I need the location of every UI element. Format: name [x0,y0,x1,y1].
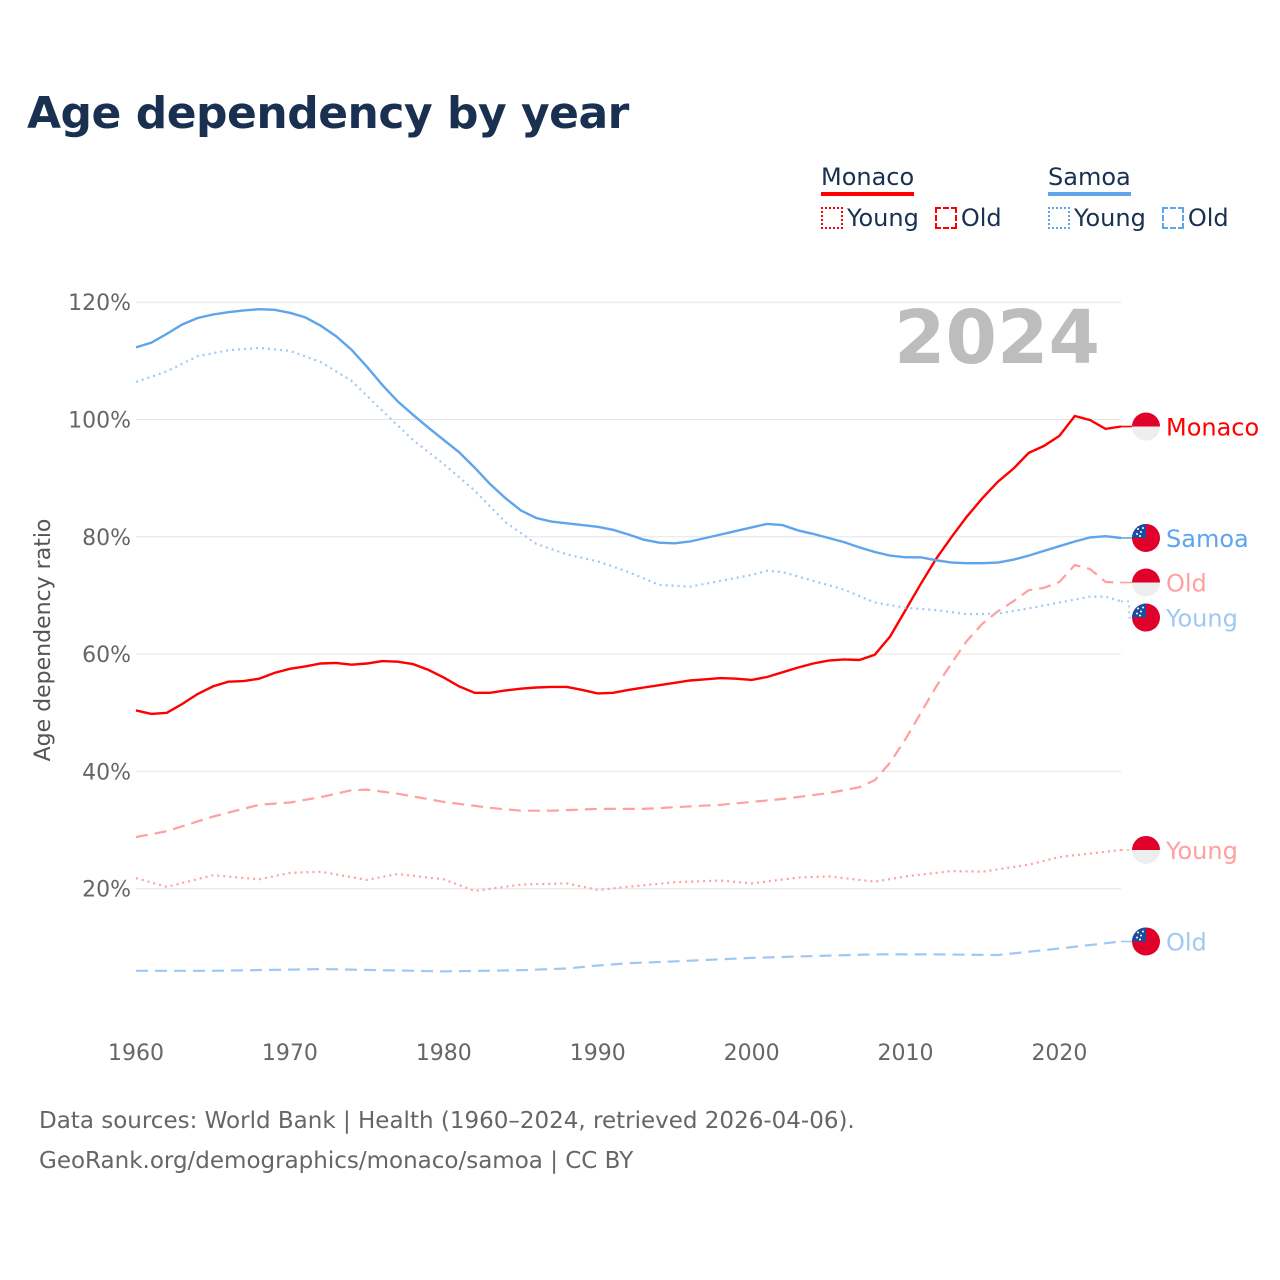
chart-title: Age dependency by year [27,88,629,139]
x-tick-label: 1970 [262,1041,318,1066]
y-tick-label: 40% [82,760,131,785]
y-tick-label: 20% [82,878,131,903]
year-watermark: 2024 [894,295,1100,381]
series-end-label: Samoa [1166,525,1249,553]
x-tick-label: 2000 [724,1041,780,1066]
y-axis-label: Age dependency ratio [31,519,56,762]
series-line-samoa[interactable] [135,307,1122,565]
legend-label: Young [1074,204,1146,232]
dotted-swatch-icon [821,207,843,229]
series-line-monaco[interactable] [135,414,1122,716]
series-line-samoa-old[interactable] [136,940,1122,973]
series-end-label: Young [1165,605,1238,633]
samoa-flag-icon [1132,927,1160,956]
dashed-swatch-icon [1161,207,1184,229]
x-tick-label: 1980 [416,1041,472,1066]
y-tick-label: 80% [82,526,131,551]
label-connector [1121,600,1132,619]
y-tick-label: 120% [68,291,131,316]
series-line-monaco-old[interactable] [135,563,1122,839]
monaco-flag-icon [1132,412,1160,441]
series-end-label: Young [1165,837,1238,865]
series-end-label: Monaco [1166,414,1259,442]
dashed-swatch-icon [934,207,957,229]
legend-group-monaco: Monaco Young Old [821,162,1002,232]
legend-group-samoa: Samoa Young Old [1048,162,1229,232]
legend-title-monaco: Monaco [821,162,915,196]
series-end-label: Old [1166,570,1207,598]
samoa-flag-icon [1132,523,1160,552]
source-line-2[interactable]: GeoRank.org/demographics/monaco/samoa | … [39,1148,634,1174]
series-line-samoa-young[interactable] [135,346,1122,616]
legend-label: Old [960,204,1002,232]
legend-label: Young [847,204,919,232]
legend-item-monaco-young[interactable]: Young [821,204,919,232]
legend-item-monaco-old[interactable]: Old [934,204,1002,232]
monaco-flag-icon [1132,835,1160,864]
x-tick-label: 2010 [878,1041,934,1066]
x-tick-label: 2020 [1031,1041,1087,1066]
monaco-flag-icon [1132,568,1160,597]
source-line-1: Data sources: World Bank | Health (1960–… [39,1108,855,1134]
series-line-monaco-young[interactable] [135,848,1122,893]
y-tick-label: 100% [68,409,131,434]
x-tick-label: 1990 [570,1041,626,1066]
x-tick-label: 1960 [108,1041,164,1066]
legend-item-samoa-young[interactable]: Young [1048,204,1146,232]
legend-label: Old [1187,204,1229,232]
dotted-swatch-icon [1048,207,1070,229]
y-tick-label: 60% [82,643,131,668]
legend-title-samoa: Samoa [1048,162,1131,196]
legend-item-samoa-old[interactable]: Old [1161,204,1229,232]
series-end-label: Old [1166,928,1207,956]
samoa-flag-icon [1132,603,1160,632]
